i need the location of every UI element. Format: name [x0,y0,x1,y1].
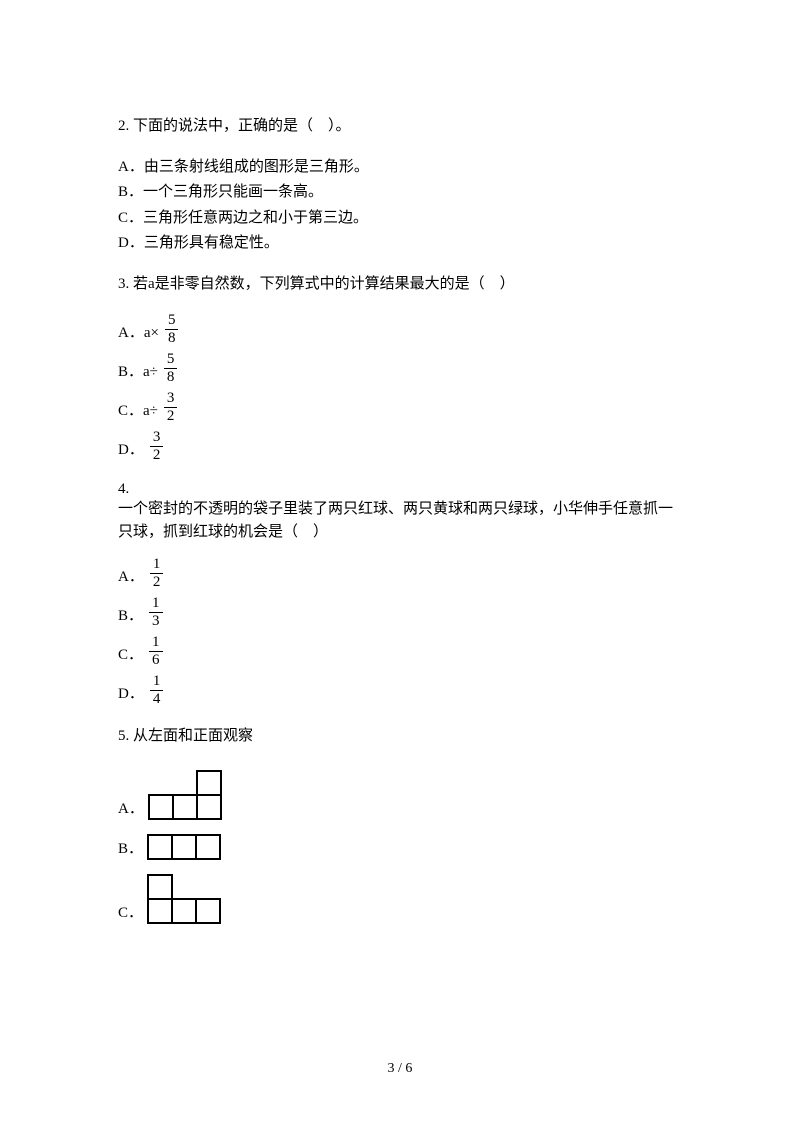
fraction-icon: 1 2 [150,557,164,590]
q4-a-label: A． [118,566,144,591]
q3-b-label: B．a÷ [118,361,158,386]
q5-stem: 5. 从左面和正面观察 [118,725,680,748]
q5-option-b: B． [118,834,680,860]
shape-b-icon [147,834,221,860]
page-footer: 3 / 6 [0,1061,800,1077]
shape-c-icon [147,874,221,924]
q3-option-c: C．a÷ 3 2 [118,391,680,424]
q4-option-c: C． 1 6 [118,635,680,668]
page-content: 2. 下面的说法中，正确的是（ ）。 A．由三条射线组成的图形是三角形。 B．一… [0,0,800,924]
q3-d-label: D． [118,439,144,464]
q4-option-d: D． 1 4 [118,674,680,707]
q3-stem: 3. 若a是非零自然数，下列算式中的计算结果最大的是（ ） [118,273,680,296]
q5-option-c: C． [118,874,680,924]
q2-option-a: A．由三条射线组成的图形是三角形。 [118,156,680,179]
q3-a-label: A．a× [118,322,159,347]
q3-option-d: D． 3 2 [118,430,680,463]
q2-option-d: D．三角形具有稳定性。 [118,232,680,255]
q3-option-a: A．a× 5 8 [118,313,680,346]
q5-c-label: C． [118,901,143,924]
q4-option-b: B． 1 3 [118,596,680,629]
q4-d-label: D． [118,683,144,708]
q4-c-label: C． [118,644,143,669]
question-3: 3. 若a是非零自然数，下列算式中的计算结果最大的是（ ） A．a× 5 8 B… [118,273,680,464]
question-4: 4. 一个密封的不透明的袋子里装了两只红球、两只黄球和两只绿球，小华伸手任意抓一… [118,481,680,707]
q5-option-a: A． [118,770,680,820]
fraction-icon: 1 6 [149,635,163,668]
q4-stem-body: 一个密封的不透明的袋子里装了两只红球、两只黄球和两只绿球，小华伸手任意抓一只球，… [118,498,680,543]
q2-stem: 2. 下面的说法中，正确的是（ ）。 [118,115,680,138]
q5-a-label: A． [118,797,144,820]
question-2: 2. 下面的说法中，正确的是（ ）。 A．由三条射线组成的图形是三角形。 B．一… [118,115,680,255]
fraction-icon: 1 4 [150,674,164,707]
q4-option-a: A． 1 2 [118,557,680,590]
q3-c-label: C．a÷ [118,400,158,425]
q2-option-b: B．一个三角形只能画一条高。 [118,181,680,204]
q2-option-c: C．三角形任意两边之和小于第三边。 [118,207,680,230]
q4-b-label: B． [118,605,143,630]
shape-a-icon [148,770,222,820]
fraction-icon: 5 8 [164,352,178,385]
question-5: 5. 从左面和正面观察 A． B． C． [118,725,680,924]
q3-option-b: B．a÷ 5 8 [118,352,680,385]
fraction-icon: 5 8 [165,313,179,346]
fraction-icon: 3 2 [150,430,164,463]
fraction-icon: 3 2 [164,391,178,424]
q5-b-label: B． [118,837,143,860]
q4-stem-num: 4. [118,481,680,498]
fraction-icon: 1 3 [149,596,163,629]
